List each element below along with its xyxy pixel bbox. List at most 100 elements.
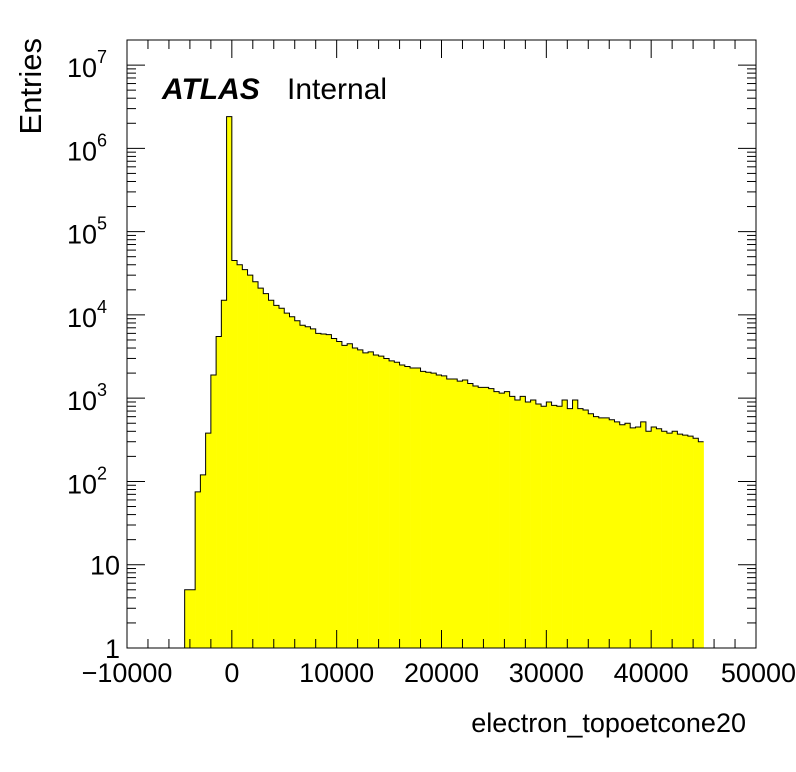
histogram-bin <box>504 391 510 648</box>
histogram-bin <box>216 336 222 648</box>
histogram-bin <box>672 431 678 648</box>
histogram-bin <box>457 381 463 648</box>
histogram-bin <box>373 354 379 648</box>
histogram-bin <box>472 386 479 648</box>
histogram-bin <box>666 433 673 648</box>
histogram-bin <box>420 371 427 648</box>
histogram-bin <box>436 374 442 648</box>
histogram-bin <box>226 116 233 649</box>
histogram-bin <box>698 441 704 648</box>
histogram-bin <box>551 405 558 648</box>
x-tick-label: −10000 <box>82 658 173 688</box>
histogram-bin <box>263 293 269 648</box>
histogram-bin <box>509 396 516 648</box>
histogram-bin <box>446 378 453 648</box>
x-tick-label: 10000 <box>299 658 374 688</box>
histogram-bin <box>451 378 458 648</box>
y-axis-label: Entries <box>13 38 48 134</box>
histogram-bin <box>478 387 484 648</box>
histogram-bin <box>603 417 610 648</box>
histogram-bin <box>284 313 290 648</box>
axis-ticks <box>126 39 757 649</box>
histogram-bin <box>310 328 316 648</box>
histogram-bin <box>624 423 631 648</box>
histogram-bin <box>237 264 243 648</box>
histogram-bin <box>242 269 248 648</box>
histogram-bin <box>499 393 505 648</box>
histogram-bin <box>347 343 353 648</box>
histogram-bin <box>357 349 364 648</box>
x-axis-label: electron_topoetcone20 <box>471 708 746 738</box>
y-tick-label: 102 <box>67 463 107 499</box>
histogram-bin <box>210 374 217 648</box>
histogram-bin <box>577 408 584 648</box>
histogram-bin <box>514 400 521 648</box>
histogram-bin <box>609 419 615 648</box>
histogram-bin <box>467 383 474 648</box>
histogram-bin <box>431 373 437 648</box>
histogram-bin <box>273 305 280 648</box>
x-tick-label: 50000 <box>721 658 796 688</box>
histogram-bin <box>530 400 537 648</box>
histogram-bin <box>320 333 327 648</box>
y-tick-label: 10 <box>90 551 120 581</box>
x-tick-label: 30000 <box>509 658 584 688</box>
histogram-bin <box>567 408 573 648</box>
histogram-bin <box>368 351 374 648</box>
histogram-bars <box>127 116 704 649</box>
histogram-bin <box>462 380 469 648</box>
histogram-bin <box>656 428 662 648</box>
histogram-bin <box>493 391 500 648</box>
histogram-bin <box>682 435 689 648</box>
histogram-bin <box>593 416 600 648</box>
histogram-bin <box>488 388 495 648</box>
histogram-bin <box>410 368 416 648</box>
histogram-bin <box>525 401 531 648</box>
histogram-bin <box>258 288 264 648</box>
histogram-bin <box>572 400 579 648</box>
histogram-bin <box>661 431 668 648</box>
histogram-bin <box>341 345 348 648</box>
histogram-bin <box>598 417 605 648</box>
histogram-bin <box>315 333 322 648</box>
histogram-bin <box>614 421 621 648</box>
y-tick-label: 104 <box>67 297 107 333</box>
histogram-bin <box>693 438 699 648</box>
histogram-bin <box>399 365 406 648</box>
histogram-bin <box>441 375 448 648</box>
histogram-bin <box>289 316 296 648</box>
histogram-bin <box>200 474 206 648</box>
histogram-bin <box>483 387 489 648</box>
histogram-bin <box>651 427 657 648</box>
histogram-bin <box>378 356 385 648</box>
y-tick-label: 107 <box>67 47 107 83</box>
histogram-bin <box>279 308 285 648</box>
histogram-bin <box>326 334 332 648</box>
histogram-bin <box>184 589 191 648</box>
histogram-bin <box>546 401 552 648</box>
histogram-bin <box>583 410 589 648</box>
histogram-bin <box>252 281 259 648</box>
histogram-bin <box>394 362 400 648</box>
histogram-bin <box>268 300 275 648</box>
histogram-bin <box>541 406 547 648</box>
histogram-bin <box>362 352 369 648</box>
histogram-bin <box>677 434 683 648</box>
histogram-bin <box>336 341 343 648</box>
y-tick-label: 1 <box>105 634 120 664</box>
histogram-bin <box>389 360 395 648</box>
histogram-bin <box>383 358 390 648</box>
y-tick-label: 103 <box>67 380 107 416</box>
histogram-bin <box>687 436 694 648</box>
histogram-bin <box>619 424 626 648</box>
x-tick-label: 0 <box>224 658 239 688</box>
histogram-bin <box>425 372 432 648</box>
histogram-bin <box>205 433 212 648</box>
histogram-bin <box>588 413 594 648</box>
histogram-bin <box>415 368 421 648</box>
histogram-bin <box>535 404 542 648</box>
y-tick-label: 105 <box>67 214 107 250</box>
histogram-bin <box>520 396 526 648</box>
atlas-label: ATLAS <box>161 73 260 106</box>
